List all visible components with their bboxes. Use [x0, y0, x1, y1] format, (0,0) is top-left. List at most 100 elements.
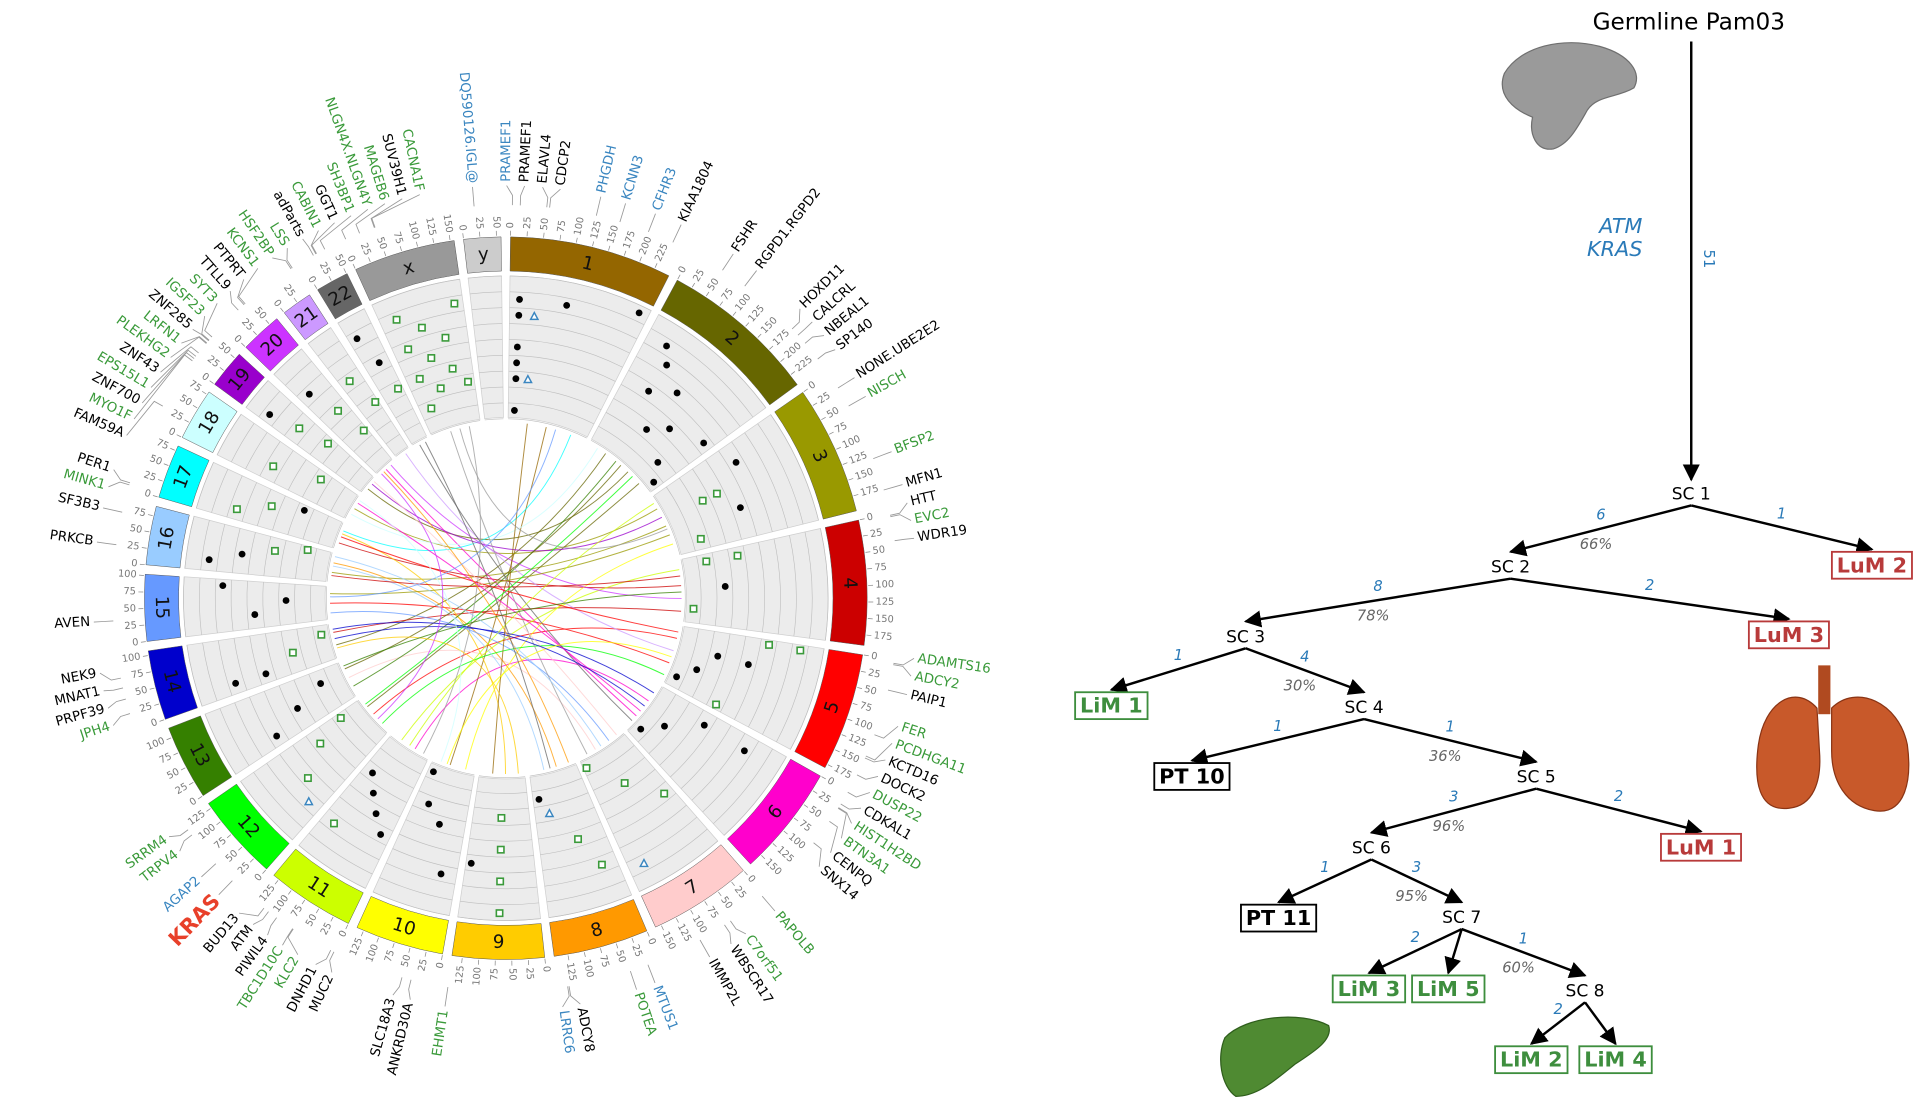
track-ring [345, 322, 372, 337]
track-ring [399, 833, 461, 854]
mutation-dot [663, 342, 670, 350]
chromosome-label: y [477, 244, 489, 266]
tick-mark [718, 891, 722, 897]
gene-connector [893, 658, 915, 666]
gene-connector [267, 917, 277, 936]
track-ring [278, 583, 281, 626]
track-ring [395, 408, 414, 419]
tick-mark [731, 881, 735, 886]
track-ring [262, 582, 265, 628]
tick-mark [383, 251, 387, 257]
track-ring [317, 340, 340, 357]
tick-label: 125 [846, 732, 867, 749]
track-ring [412, 436, 428, 446]
track-ring [231, 528, 241, 573]
track-ring [318, 727, 356, 769]
tick-mark [173, 752, 179, 756]
chromosome-band [181, 391, 238, 453]
track-ring [605, 412, 677, 474]
edge-count: 2 [1411, 929, 1420, 946]
tick-label: 25 [867, 667, 881, 680]
gene-connector [829, 821, 838, 853]
tick-mark [265, 319, 270, 324]
gene-connector [887, 689, 908, 696]
tree-edge [1584, 1001, 1617, 1046]
edge-count: 2 [1614, 788, 1623, 805]
gene-connector [865, 742, 893, 761]
mutation-dot [714, 652, 722, 660]
track-ring [403, 422, 421, 432]
track-ring [637, 694, 677, 743]
chromosome-band [145, 506, 190, 569]
track-ring [702, 740, 760, 813]
tick-label: 150 [660, 930, 678, 952]
tree-edge [1243, 577, 1511, 628]
tick-mark [859, 518, 865, 521]
track-ring [590, 439, 651, 493]
sample-label: PT 11 [1246, 906, 1311, 930]
track-ring [620, 384, 703, 455]
tree-edge [1369, 787, 1537, 837]
track-ring [593, 757, 645, 791]
track-ring [412, 804, 467, 823]
mutation-dot [273, 732, 281, 740]
sample-box [1240, 903, 1318, 933]
tick-mark [184, 419, 189, 423]
tick-mark [253, 330, 257, 336]
tick-mark [399, 246, 402, 252]
mutation-dot [736, 504, 744, 512]
gene-connector [568, 986, 581, 1005]
gene-label: ELAVL4 [535, 133, 554, 184]
mutation-dot [740, 747, 748, 755]
tick-mark [176, 434, 182, 438]
tick-mark [140, 641, 146, 643]
track-ring [680, 725, 732, 789]
track-ring [711, 552, 718, 626]
link [353, 460, 617, 687]
mutation-dot [219, 582, 227, 590]
link [424, 441, 551, 769]
track-ring [259, 441, 281, 477]
tick-label: 50 [490, 216, 501, 229]
gene-connector [838, 807, 852, 824]
tick-mark [783, 830, 788, 835]
tick-label: 50 [613, 949, 627, 964]
gene-connector [126, 400, 164, 436]
track-ring [245, 380, 269, 408]
mutation-dot [266, 411, 274, 419]
sample-box [1830, 550, 1913, 580]
gene-connector [204, 303, 218, 338]
tick-label: 75 [383, 948, 397, 963]
mutation-dot [673, 673, 680, 681]
track-ring [369, 759, 414, 789]
tick-mark [677, 274, 681, 280]
tree-edge [1508, 504, 1692, 557]
chromosome-band [463, 236, 502, 274]
tick-mark [301, 899, 306, 905]
track-ring [643, 342, 741, 427]
edge-count: 6 [1596, 507, 1605, 524]
track-ring [366, 407, 383, 420]
gene-label: PAIP1 [909, 688, 948, 711]
gene-connector [647, 964, 656, 984]
tick-label: 125 [257, 883, 277, 904]
tick-mark [772, 843, 777, 848]
clone-label: SC 1 [1672, 484, 1711, 504]
tick-mark [812, 402, 818, 406]
track-ring [310, 548, 318, 581]
gene-connector [619, 203, 626, 223]
tick-label: 75 [833, 420, 849, 435]
sample-box [1660, 832, 1742, 862]
link [332, 621, 645, 707]
mutation-dot [654, 458, 662, 466]
tick-label: 50 [224, 848, 241, 865]
tick-mark [157, 479, 163, 482]
track-ring [540, 836, 607, 856]
mutation-square [497, 813, 506, 822]
track-ring [256, 489, 272, 526]
edge-count: 1 [1174, 647, 1183, 664]
tick-label: 175 [621, 229, 637, 250]
track-ring [263, 536, 272, 576]
track-ring [312, 626, 323, 664]
gene-connector [99, 672, 121, 681]
